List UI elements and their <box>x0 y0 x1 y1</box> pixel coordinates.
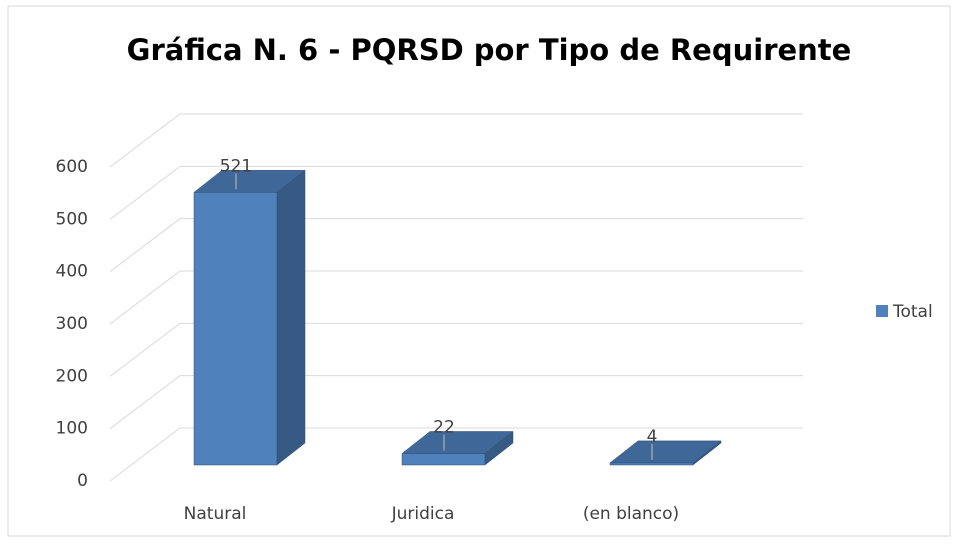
grid-line <box>109 270 803 325</box>
legend-swatch <box>876 305 888 317</box>
y-tick-label: 0 <box>77 471 88 491</box>
x-tick-label: Natural <box>184 504 247 524</box>
bar <box>401 430 514 466</box>
y-tick-label: 500 <box>56 209 88 229</box>
y-tick-label: 300 <box>56 314 88 334</box>
grid-line <box>109 427 803 482</box>
grid-line <box>109 218 803 273</box>
x-tick-label: Juridica <box>391 504 455 524</box>
chart-title: Gráfica N. 6 - PQRSD por Tipo de Require… <box>127 33 852 67</box>
grid-line <box>109 113 803 168</box>
bar <box>609 440 722 466</box>
y-tick-label: 400 <box>56 262 88 282</box>
y-tick-label: 200 <box>56 366 88 386</box>
legend-label: Total <box>892 302 933 322</box>
y-tick-label: 600 <box>56 157 88 177</box>
y-tick-label: 100 <box>56 419 88 439</box>
data-label: 22 <box>433 417 455 437</box>
data-label: 4 <box>647 427 658 447</box>
grid-line <box>109 375 803 430</box>
data-label: 521 <box>220 156 252 176</box>
grid-line <box>109 322 803 377</box>
bar <box>193 169 306 466</box>
grid-line <box>109 165 803 220</box>
x-tick-label: (en blanco) <box>583 504 679 524</box>
